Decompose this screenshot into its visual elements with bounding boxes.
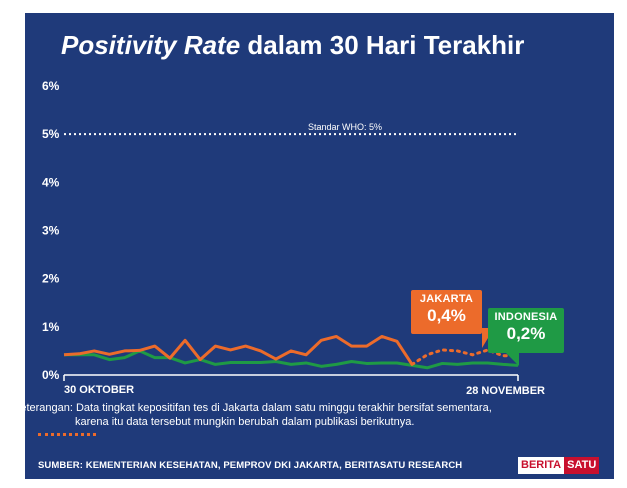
series-line-provisional-jakarta [410, 348, 520, 366]
title-rest: dalam 30 Hari Terakhir [240, 30, 525, 60]
y-tick-label: 1% [42, 320, 60, 334]
beritasatu-logo: BERITA SATU [518, 457, 600, 474]
provisional-data-legend-key [38, 433, 96, 436]
indonesia-callout-name: INDONESIA [494, 311, 558, 323]
who-reference-line: Standar WHO: 5% [64, 122, 518, 136]
series-layer [63, 334, 520, 370]
note-line-1: Keterangan: Data tingkat kepositifan tes… [13, 402, 492, 414]
note-text: Keterangan: Data tingkat kepositifan tes… [13, 401, 573, 429]
indonesia-callout-pointer [505, 352, 519, 366]
y-axis-ticks: 0% 1% 2% 3% 4% 5% 6% [42, 79, 60, 382]
y-tick-label: 5% [42, 127, 60, 141]
x-tick-label-end: 28 NOVEMBER [466, 385, 545, 397]
series-line-indonesia [64, 349, 519, 370]
chart-title: Positivity Rate dalam 30 Hari Terakhir [61, 30, 524, 61]
series-line-jakarta [63, 334, 414, 366]
logo-part-satu: SATU [564, 457, 600, 474]
title-italic: Positivity Rate [61, 30, 241, 60]
y-tick-label: 4% [42, 175, 60, 189]
x-tick-label-start: 30 OKTOBER [64, 384, 134, 396]
jakarta-callout: JAKARTA 0,4% [411, 290, 482, 334]
y-tick-label: 0% [42, 368, 60, 382]
logo-part-berita: BERITA [518, 457, 565, 474]
x-axis: 30 OKTOBER 28 NOVEMBER [63, 374, 545, 397]
y-tick-label: 2% [42, 272, 60, 286]
source-text: SUMBER: KEMENTERIAN KESEHATAN, PEMPROV D… [38, 460, 463, 471]
y-tick-label: 3% [42, 224, 60, 238]
chart-panel [25, 13, 614, 479]
indonesia-callout-value: 0,2% [506, 324, 546, 343]
y-tick-label: 6% [42, 79, 60, 93]
jakarta-callout-name: JAKARTA [419, 293, 474, 305]
indonesia-callout: INDONESIA 0,2% [488, 308, 564, 353]
jakarta-callout-value: 0,4% [427, 306, 466, 325]
note-line-2: karena itu data tersebut mungkin berubah… [75, 416, 415, 428]
who-threshold-label: Standar WHO: 5% [308, 122, 382, 132]
